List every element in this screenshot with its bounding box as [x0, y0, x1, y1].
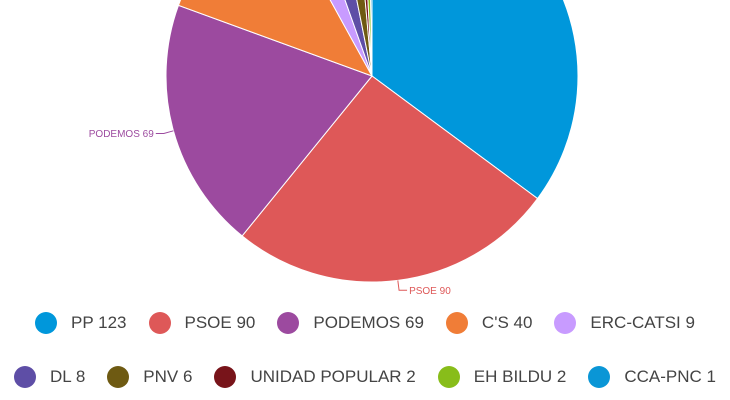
legend-swatch [554, 312, 577, 334]
legend-item[interactable]: PODEMOS 69 [277, 312, 424, 334]
pie-slice-pp [371, 0, 579, 200]
legend-label: CCA-PNC 1 [624, 367, 716, 386]
legend-swatch [277, 312, 300, 334]
slice-callout-line [155, 130, 174, 134]
slice-label: PODEMOS 69 [89, 129, 154, 140]
legend-item[interactable]: PSOE 90 [148, 312, 256, 334]
legend-label: PODEMOS 69 [313, 313, 424, 332]
legend-label: PNV 6 [143, 367, 193, 386]
legend-item[interactable]: PP 123 [35, 312, 127, 334]
legend-swatch [35, 312, 58, 334]
legend-swatch [437, 366, 460, 388]
legend-item[interactable]: ERC-CATSI 9 [554, 312, 695, 334]
pie-slice-erc-catsi [329, 0, 373, 77]
legend-item[interactable]: CCA-PNC 1 [588, 366, 716, 388]
legend-swatch [107, 366, 130, 388]
legend-item[interactable]: DL 8 [14, 366, 85, 388]
pie-slice-c-s [177, 0, 374, 77]
slice-label: PSOE 90 [409, 286, 451, 297]
pie-slice-pnv [356, 0, 373, 77]
legend-label: PP 123 [71, 313, 127, 332]
legend-item[interactable]: PNV 6 [107, 366, 192, 388]
slice-callout-line [397, 280, 408, 291]
legend-swatch [148, 312, 171, 334]
pie-slice-cca-pnc [370, 0, 373, 77]
legend-swatch [445, 312, 468, 334]
legend-label: UNIDAD POPULAR 2 [250, 367, 416, 386]
legend-swatch [14, 366, 37, 388]
legend-row-1: PP 123 PSOE 90 PODEMOS 69 C'S 40 ERC-CATSI 9 [0, 312, 730, 334]
legend-label: PSOE 90 [184, 313, 256, 332]
legend-row-2: DL 8 PNV 6 UNIDAD POPULAR 2 EH BILDU 2 CCA-P… [0, 366, 730, 388]
legend-item[interactable]: UNIDAD POPULAR 2 [214, 366, 416, 388]
pie-slice-psoe [241, 75, 539, 283]
legend-swatch [588, 366, 611, 388]
pie-callouts: PSOE 90 PODEMOS 69 [89, 129, 451, 297]
legend-label: ERC-CATSI 9 [590, 313, 695, 332]
legend-item[interactable]: C'S 40 [445, 312, 533, 334]
pie-slices [165, 0, 579, 283]
legend-label: DL 8 [50, 367, 86, 386]
legend-item[interactable]: EH BILDU 2 [437, 366, 567, 388]
legend-label: EH BILDU 2 [473, 367, 567, 386]
legend-swatch [214, 366, 237, 388]
legend-label: C'S 40 [481, 313, 533, 332]
pie-slice-podemos [165, 4, 373, 237]
pie-slice-dl [344, 0, 373, 77]
